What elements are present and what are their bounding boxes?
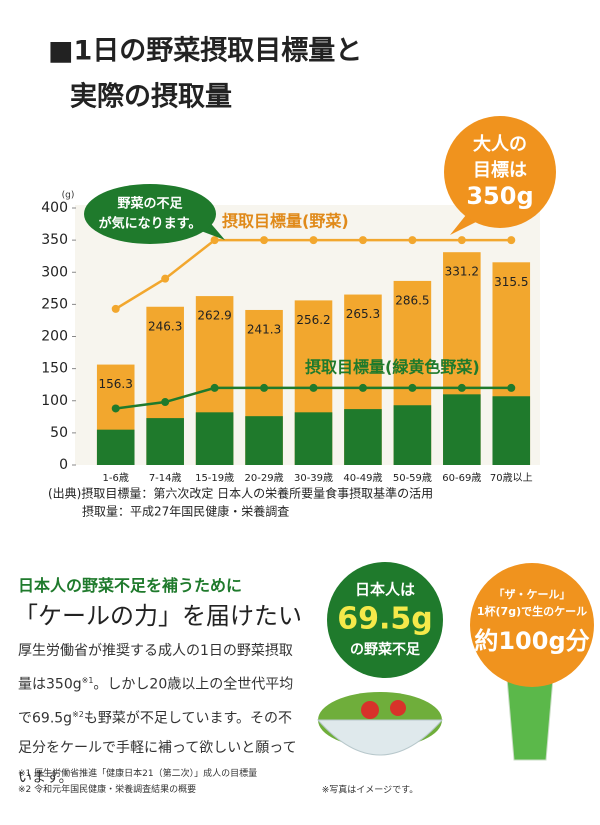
body-segment: 。しかし20歳以上の全世代平均で69.5g [18, 676, 294, 727]
y-tick-label: 150 [41, 361, 68, 377]
target-point [457, 236, 466, 245]
target-point [358, 383, 367, 392]
y-tick-label: 200 [41, 329, 68, 345]
line-label: 摂取目標量(野菜) [222, 212, 349, 231]
x-tick-label: 60-69歳 [442, 472, 481, 484]
callout-text: が気になります。 [99, 216, 202, 232]
body-text: 厚生労働省が推奨する成人の1日の野菜摂取量は350g※1。しかし20歳以上の全世… [18, 636, 298, 793]
y-tick-label: 400 [41, 200, 68, 216]
source: (出典)摂取目標量：第六次改定 日本人の栄養所要量食事摂取基準の活用 [48, 486, 433, 501]
bar [146, 418, 184, 465]
line-label: 摂取目標量(緑黄色野菜) [305, 358, 480, 377]
circle-value: 約100g分 [474, 627, 589, 655]
note: ※2 令和元年国民健康・栄養調査結果の概要 [18, 785, 197, 795]
y-tick-label: 300 [41, 264, 68, 280]
x-tick-label: 70歳以上 [490, 472, 533, 484]
badge-text: 350g [466, 182, 533, 210]
target-point [111, 304, 120, 313]
bar [294, 412, 333, 465]
tomato [361, 701, 379, 719]
x-tick-label: 40-49歳 [343, 472, 382, 484]
callout-text: 野菜の不足 [117, 196, 183, 212]
x-tick-label: 1-6歳 [103, 472, 129, 484]
value-label: 286.5 [395, 293, 429, 307]
target-point [507, 236, 516, 245]
value-label: 256.2 [296, 313, 330, 327]
illustration: 日本人は 69.5g の野菜不足 「ザ・ケール」 1杯(7g)で生のケール 約1… [316, 562, 594, 796]
circle-value: 69.5g [337, 602, 433, 637]
footnote-ref: ※2 [72, 709, 84, 719]
tomato [390, 700, 406, 716]
y-tick-label: 100 [41, 393, 68, 409]
value-label: 262.9 [197, 309, 231, 323]
target-point [210, 236, 219, 245]
bar [245, 416, 283, 465]
target-point [111, 404, 120, 413]
y-tick-label: 50 [50, 425, 68, 441]
target-point [309, 383, 318, 392]
value-label: 241.3 [247, 322, 281, 336]
x-tick-label: 7-14歳 [149, 472, 182, 484]
orange-circle [470, 563, 594, 687]
value-label: 315.5 [494, 275, 528, 289]
y-tick-label: 250 [41, 296, 68, 312]
target-point [210, 383, 219, 392]
target-point [161, 274, 170, 283]
target-point [408, 383, 417, 392]
target-point [161, 398, 170, 407]
bar [96, 429, 135, 465]
value-label: 246.3 [148, 319, 182, 333]
x-tick-label: 30-39歳 [294, 472, 333, 484]
bowl [316, 719, 444, 756]
photo-note: ※写真はイメージです。 [322, 784, 418, 796]
lead: 日本人の野菜不足を補うために [18, 576, 243, 595]
x-tick-label: 50-59歳 [393, 472, 432, 484]
badge-text: 大人の [473, 133, 527, 155]
bar [443, 394, 481, 465]
bar [492, 396, 531, 465]
value-label: 265.3 [346, 307, 380, 321]
value-label: 331.2 [445, 265, 479, 279]
x-tick-label: 15-19歳 [195, 472, 234, 484]
callout [84, 184, 216, 244]
target-point [507, 383, 516, 392]
badge [444, 116, 556, 228]
footnote-ref: ※1 [81, 676, 94, 685]
target-point [309, 236, 318, 245]
badge-text: 目標は [473, 159, 527, 181]
circle-text: 「ザ・ケール」 [494, 587, 571, 601]
note: ※1 厚生労働省推進「健康日本21（第二次）」成人の目標量 [18, 769, 258, 779]
bar [195, 412, 234, 465]
bar [344, 409, 382, 465]
x-tick-label: 20-29歳 [245, 472, 284, 484]
body-segment: 厚生労働省が推奨する成人の1日の野菜摂取量は350g [18, 643, 293, 693]
target-point [408, 236, 417, 245]
y-unit: (g) [62, 191, 75, 201]
target-point [260, 236, 269, 245]
y-tick-label: 350 [41, 232, 68, 248]
circle-text: の野菜不足 [350, 641, 421, 658]
target-point [358, 236, 367, 245]
notes: ※1 厚生労働省推進「健康日本21（第二次）」成人の目標量 ※2 令和元年国民健… [18, 766, 257, 798]
body-segment: も野菜が不足しています。その不足分をケールで手軽に補って欲しいと願っています。 [18, 710, 297, 787]
circle-text: 日本人は [355, 581, 415, 599]
source: 摂取量：平成27年国民健康・栄養調査 [82, 504, 289, 519]
target-point [457, 383, 466, 392]
y-tick-label: 0 [59, 457, 68, 473]
title: ■1日の野菜摂取目標量と [48, 36, 362, 67]
value-label: 156.3 [99, 377, 133, 391]
circle-text: 1杯(7g)で生のケール [477, 604, 587, 618]
title: 実際の摂取量 [70, 81, 232, 113]
target-point [260, 383, 269, 392]
chart: ■1日の野菜摂取目標量と 実際の摂取量 (g) 0 50 100 150 200 250 3… [41, 36, 556, 519]
green-circle [327, 562, 443, 678]
bar [393, 405, 432, 465]
headline: 「ケールの力」を届けたい [14, 602, 302, 630]
